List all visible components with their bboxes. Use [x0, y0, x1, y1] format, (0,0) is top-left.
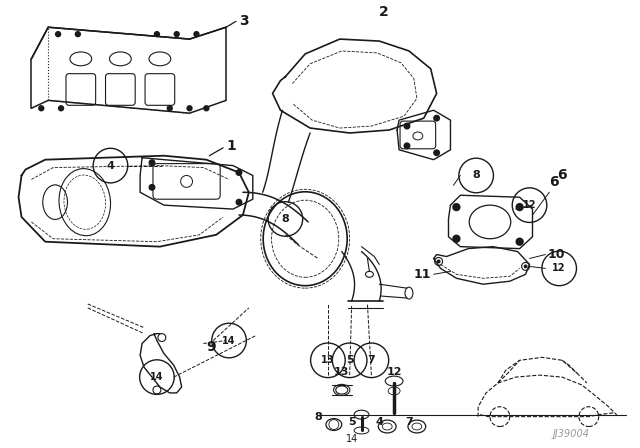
Circle shape: [167, 106, 172, 111]
Circle shape: [453, 204, 460, 211]
Text: 8: 8: [314, 412, 322, 422]
Text: 12: 12: [523, 200, 536, 210]
Text: 8: 8: [282, 214, 289, 224]
Text: 8: 8: [472, 171, 480, 181]
Circle shape: [56, 32, 61, 37]
Text: 2: 2: [380, 5, 389, 19]
Text: 13: 13: [334, 367, 349, 377]
Circle shape: [236, 170, 242, 175]
Text: 12: 12: [387, 367, 402, 377]
Circle shape: [194, 32, 199, 37]
Text: 6: 6: [557, 168, 567, 182]
Text: 5: 5: [348, 417, 355, 426]
Circle shape: [516, 238, 523, 245]
Circle shape: [434, 116, 440, 121]
Circle shape: [174, 32, 179, 37]
Text: 5: 5: [346, 355, 353, 365]
Text: 3: 3: [239, 14, 248, 28]
Text: JJ39004: JJ39004: [552, 429, 589, 439]
Text: 10: 10: [547, 248, 565, 261]
Circle shape: [404, 123, 410, 129]
Circle shape: [436, 259, 440, 263]
Text: 13: 13: [321, 355, 335, 365]
Circle shape: [453, 235, 460, 242]
Circle shape: [434, 150, 440, 155]
Circle shape: [524, 264, 527, 268]
Circle shape: [39, 106, 44, 111]
Circle shape: [154, 32, 159, 37]
Circle shape: [204, 106, 209, 111]
Text: 4: 4: [106, 160, 115, 171]
Text: 9: 9: [206, 340, 216, 354]
Text: 4: 4: [376, 417, 383, 426]
Circle shape: [236, 199, 242, 205]
Text: 7: 7: [367, 355, 375, 365]
Circle shape: [76, 32, 81, 37]
Circle shape: [59, 106, 63, 111]
Circle shape: [187, 106, 192, 111]
Text: 14: 14: [346, 435, 358, 444]
Text: 12: 12: [552, 263, 566, 273]
Circle shape: [404, 143, 410, 149]
Circle shape: [516, 204, 523, 211]
Circle shape: [149, 185, 155, 190]
Text: 1: 1: [226, 139, 236, 153]
Circle shape: [149, 160, 155, 165]
Text: 14: 14: [150, 372, 164, 382]
Text: 7: 7: [405, 417, 413, 426]
Text: 14: 14: [222, 336, 236, 345]
Text: 11: 11: [413, 268, 431, 281]
Text: 6: 6: [549, 175, 559, 190]
